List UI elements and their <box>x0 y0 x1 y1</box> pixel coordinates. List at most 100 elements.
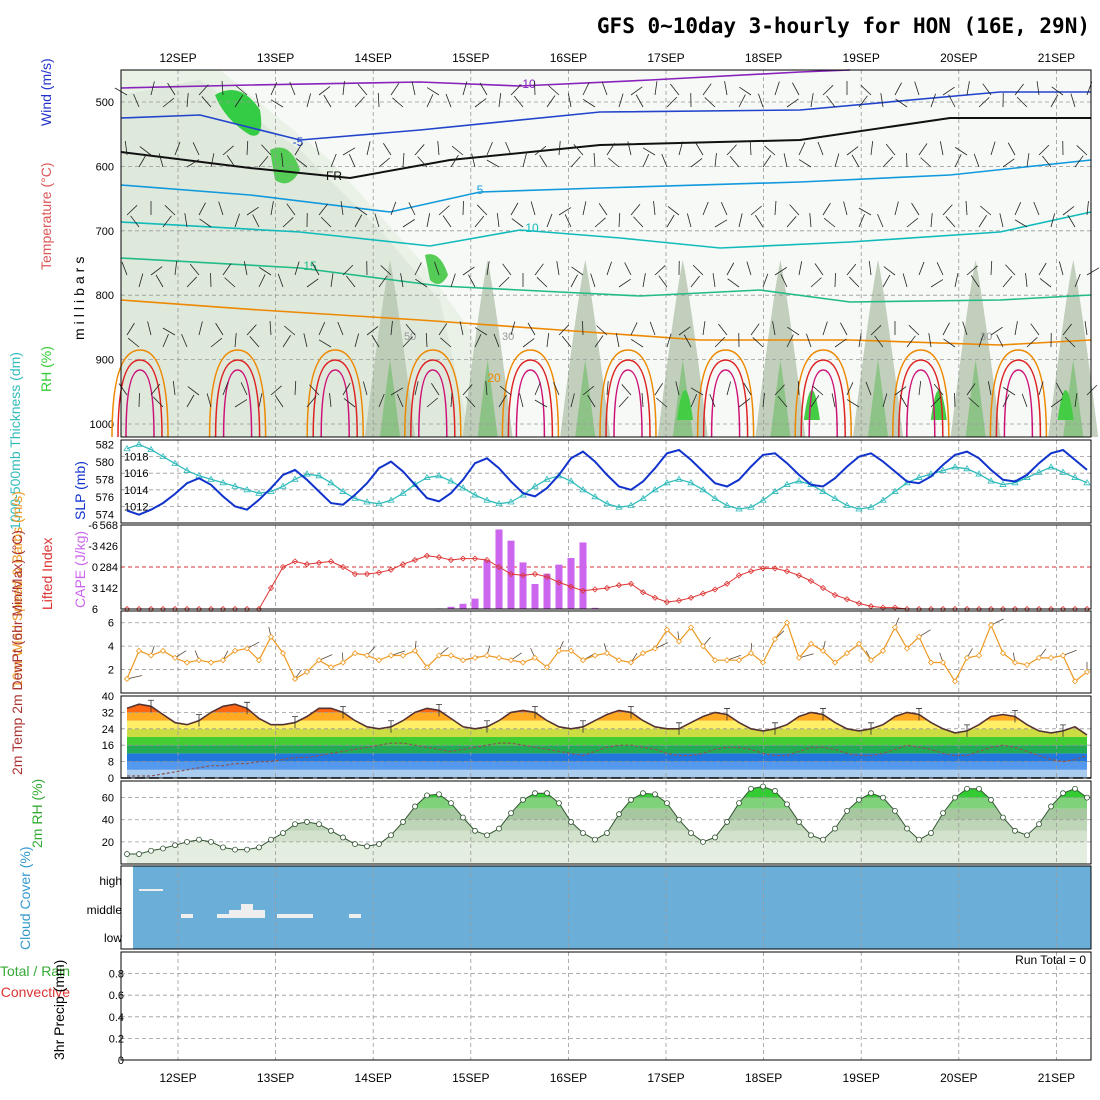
wind10-point <box>1071 678 1079 685</box>
wind-barb <box>942 322 950 336</box>
wind-barb <box>186 394 195 408</box>
date-label-bottom: 16SEP <box>550 1071 587 1085</box>
wind10-point <box>927 659 935 666</box>
thickness-point <box>567 477 575 484</box>
li-line <box>127 555 1087 610</box>
wind-barb <box>750 205 762 216</box>
wind10-point <box>219 657 227 664</box>
li-point <box>627 580 635 587</box>
warm-arch <box>696 349 755 438</box>
wind10-barb <box>318 654 333 661</box>
wind-barb <box>667 206 680 216</box>
isotherm-label: FR <box>326 169 342 183</box>
wind-barb <box>450 393 453 408</box>
warm-arch <box>702 359 749 438</box>
wind-barb <box>318 86 331 96</box>
wind-barb <box>726 144 737 156</box>
wind-barb <box>930 396 942 408</box>
wind-barb <box>1050 213 1056 228</box>
cape-bar <box>555 564 563 609</box>
wind-barb <box>318 322 326 336</box>
cloud-level-label: low <box>104 931 122 945</box>
li-tick: 6 <box>92 604 98 616</box>
wind-barb <box>630 322 638 336</box>
wind-barb <box>1038 381 1044 396</box>
wind-barb <box>918 143 928 156</box>
temp-band <box>127 753 1087 762</box>
wind10-barb <box>126 675 143 680</box>
wind10-point <box>747 650 755 657</box>
rh-point <box>160 845 166 852</box>
wind-barb <box>618 396 629 408</box>
wind10-barb <box>1062 649 1077 656</box>
wind-barb <box>702 201 709 216</box>
wind-barb <box>314 141 320 156</box>
wind-barb <box>426 87 440 96</box>
li-point <box>879 604 887 611</box>
li-point <box>495 563 503 571</box>
rh-column-core <box>965 360 986 437</box>
rh-2m-panel: 20 40 60 <box>102 780 1092 865</box>
wind10-point <box>279 650 287 657</box>
wind-barb <box>371 334 380 348</box>
wind-barb <box>618 278 631 288</box>
li-point <box>747 568 755 575</box>
wind-barb <box>303 333 308 348</box>
wind-barb <box>594 335 604 348</box>
thickness-point <box>531 482 539 489</box>
wind-barb <box>357 84 368 96</box>
date-label-top: 14SEP <box>355 51 392 65</box>
li-point <box>399 561 407 568</box>
wind-barb <box>426 94 434 108</box>
li-point <box>339 563 347 571</box>
panel-frame <box>120 69 1092 438</box>
wind-barb <box>474 215 485 228</box>
wind-barb <box>739 86 752 96</box>
thickness-tick: 582 <box>96 439 114 451</box>
temp-minmax-bar <box>820 708 826 721</box>
wind-barb <box>758 93 764 108</box>
wind-barb <box>987 381 992 396</box>
wind-barb <box>377 92 380 108</box>
warm-arch <box>892 349 950 438</box>
wind-barb <box>914 81 920 96</box>
date-label-top: 18SEP <box>745 51 782 65</box>
date-label-bottom: 14SEP <box>355 1071 392 1085</box>
wind-barb <box>966 81 970 96</box>
wind-barb <box>1014 83 1024 96</box>
li-point <box>267 584 275 592</box>
li-point <box>507 570 515 578</box>
wind-barb <box>522 338 535 348</box>
date-label-bottom: 13SEP <box>257 1071 294 1085</box>
thickness-point <box>423 473 431 480</box>
rh-point <box>988 796 994 803</box>
wind-barb <box>846 399 860 408</box>
cloud-middle-bar <box>349 914 361 918</box>
wind-barb <box>865 381 872 396</box>
temp-band <box>127 769 1087 778</box>
rh-point <box>604 830 610 836</box>
wind-barb <box>162 333 169 348</box>
wind-barb <box>294 380 297 396</box>
wind-barb <box>683 334 692 348</box>
thickness-point <box>747 503 755 510</box>
wind-barb <box>1055 382 1064 396</box>
rh-point <box>1024 832 1030 839</box>
wind-barb <box>942 86 955 96</box>
temp-minmax-bar <box>964 724 970 737</box>
wind-barb <box>750 323 760 336</box>
li-point <box>435 554 443 561</box>
li-tick: -3 <box>88 541 98 553</box>
rh-point <box>472 827 478 834</box>
li-tick: 0 <box>92 562 98 574</box>
thickness-point <box>327 479 335 486</box>
wind-barb <box>690 275 700 288</box>
rh-band <box>127 797 1087 809</box>
wind-barb <box>378 393 385 408</box>
li-point <box>291 558 299 565</box>
wind-barb <box>654 265 666 276</box>
wind-barb <box>582 385 595 396</box>
thickness-point <box>147 445 155 453</box>
wind-barb <box>764 145 776 156</box>
wind10-point <box>555 647 563 654</box>
